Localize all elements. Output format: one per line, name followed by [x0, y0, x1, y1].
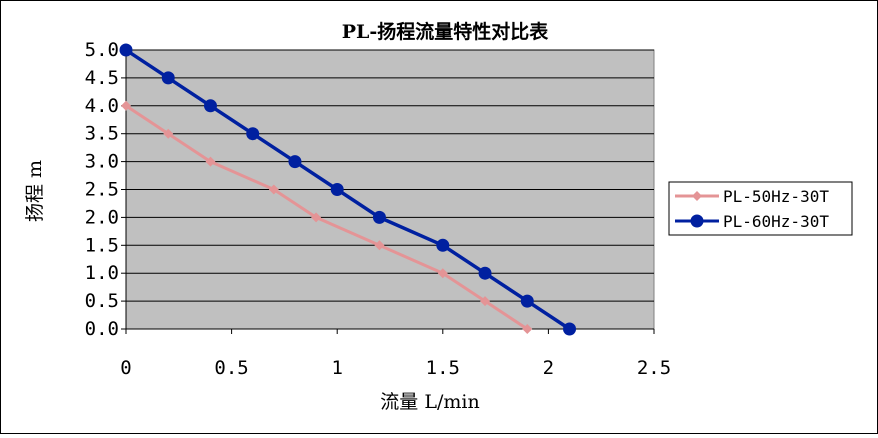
- data-point: [311, 212, 322, 223]
- x-tick-label: 0.5: [214, 357, 248, 379]
- y-tick-label: 0.0: [85, 318, 119, 340]
- y-tick-label: 1.5: [85, 234, 119, 256]
- legend-label: PL-60Hz-30T: [723, 212, 829, 231]
- x-tick-label: 0: [120, 357, 131, 379]
- x-tick-label: 2.5: [637, 357, 671, 379]
- legend: PL-50Hz-30T PL-60Hz-30T: [668, 181, 853, 236]
- y-axis-label: 扬程 m: [24, 160, 46, 222]
- data-point: [268, 184, 279, 195]
- data-point: [163, 128, 174, 139]
- data-point: [121, 100, 131, 111]
- data-point: [520, 294, 534, 308]
- series-2: [119, 43, 577, 336]
- legend-swatch-marker: [692, 191, 702, 201]
- y-tick-label: 2.5: [85, 179, 119, 201]
- y-tick-label: 4.5: [85, 67, 119, 89]
- x-axis-ticks: 0 0.5 1 1.5 2 2.5: [120, 357, 671, 379]
- y-tick-label: 0.5: [85, 290, 119, 312]
- data-point: [478, 266, 492, 280]
- x-tick-label: 2: [543, 357, 554, 379]
- x-tick-label: 1: [331, 357, 342, 379]
- data-point: [563, 322, 577, 336]
- y-tick-label: 3.0: [85, 151, 119, 173]
- data-point: [246, 127, 260, 141]
- data-point: [437, 268, 448, 279]
- y-tick-label: 5.0: [85, 39, 119, 61]
- y-tick-label: 1.0: [85, 262, 119, 284]
- data-point: [288, 155, 302, 169]
- data-point: [372, 210, 386, 224]
- data-point: [522, 324, 533, 334]
- y-tick-label: 3.5: [85, 123, 119, 145]
- legend-label: PL-50Hz-30T: [723, 187, 829, 206]
- data-point: [205, 156, 216, 167]
- series-layer: [119, 43, 577, 336]
- data-point: [374, 240, 385, 251]
- data-point: [161, 71, 175, 85]
- y-tick-label: 2.0: [85, 206, 119, 228]
- axes: [121, 49, 655, 334]
- x-axis-label: 流量 L/min: [380, 391, 479, 413]
- data-point: [436, 238, 450, 252]
- chart-title: PL-扬程流量特性对比表: [342, 20, 550, 43]
- data-point: [480, 296, 491, 307]
- legend-swatch-marker: [690, 214, 704, 228]
- series-1: [121, 100, 533, 334]
- data-point: [203, 99, 217, 113]
- x-tick-label: 1.5: [426, 357, 460, 379]
- y-axis-ticks: 0.0 0.5 1.0 1.5 2.0 2.5 3.0 3.5 4.0 4.5 5.0: [85, 39, 119, 340]
- data-point: [330, 183, 344, 196]
- data-point: [119, 43, 133, 57]
- y-tick-label: 4.0: [85, 95, 119, 117]
